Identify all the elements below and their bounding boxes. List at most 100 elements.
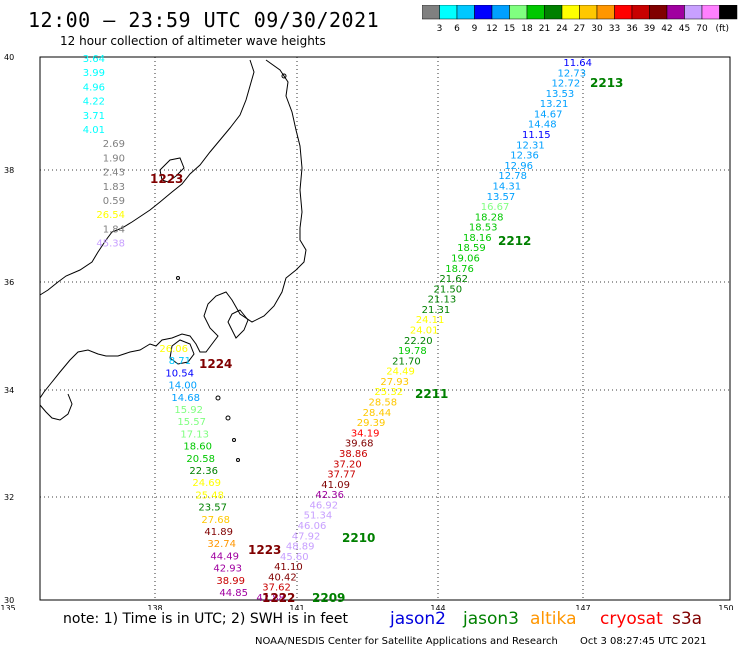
wave-height-value: 12.96 bbox=[504, 161, 533, 172]
map-subtitle: 12 hour collection of altimeter wave hei… bbox=[60, 34, 326, 48]
wave-height-value: 25.32 bbox=[374, 387, 403, 398]
wave-height-value: 42.93 bbox=[213, 564, 242, 575]
wave-height-value: 40.42 bbox=[268, 572, 297, 583]
island-marker bbox=[215, 395, 221, 401]
wave-height-value: 14.48 bbox=[528, 120, 557, 131]
island-marker bbox=[176, 276, 180, 280]
wave-height-value: 28.58 bbox=[369, 398, 398, 409]
wave-height-value: 45.60 bbox=[280, 552, 309, 563]
lat-label: 36 bbox=[4, 278, 14, 287]
coastline-bay bbox=[227, 309, 249, 339]
wave-height-value: 44.49 bbox=[210, 551, 239, 562]
wave-height-value: 13.53 bbox=[546, 89, 575, 100]
colorbar-label: 9 bbox=[472, 24, 478, 33]
wave-height-value: 19.78 bbox=[398, 346, 427, 357]
coastline-honshu bbox=[39, 59, 307, 399]
wave-height-value: 29.39 bbox=[357, 418, 386, 429]
wave-height-value: 38.86 bbox=[339, 449, 368, 460]
lon-label: 144 bbox=[430, 604, 445, 610]
wave-height-value: 46.92 bbox=[309, 500, 338, 511]
wave-height-value: 25.48 bbox=[195, 490, 224, 501]
colorbar-label: 70 bbox=[696, 24, 708, 33]
wave-height-value: 24.01 bbox=[410, 326, 439, 337]
wave-height-value: 41.89 bbox=[204, 527, 233, 538]
plot-frame bbox=[39, 56, 731, 601]
wave-height-value: 10.54 bbox=[165, 368, 194, 379]
wave-height-value: 2.43 bbox=[103, 168, 125, 179]
satellite-jason3: jason3 bbox=[463, 609, 519, 629]
wave-height-value: 3.71 bbox=[83, 111, 105, 122]
wave-height-value: 32.74 bbox=[207, 539, 236, 550]
wave-height-value: 18.16 bbox=[463, 233, 492, 244]
wave-height-value: 21.13 bbox=[428, 295, 457, 306]
color-scale-legend: 3 6 9 12 15 18 21 24 27 30 33 36 39 42 45 70 (ft) bbox=[422, 5, 738, 33]
wave-height-value: 1.83 bbox=[103, 182, 125, 193]
lat-label: 30 bbox=[4, 596, 14, 605]
timestamp: Oct 3 08:27:45 UTC 2021 bbox=[580, 636, 707, 647]
wave-height-value: 22.36 bbox=[189, 466, 218, 477]
island-marker bbox=[236, 458, 240, 462]
wave-height-value: 18.28 bbox=[475, 212, 504, 223]
island-marker bbox=[232, 438, 236, 442]
wave-height-value: 12.36 bbox=[510, 151, 539, 162]
wave-height-value: 19.06 bbox=[451, 253, 480, 264]
wave-height-value: 28.44 bbox=[363, 408, 392, 419]
wave-height-value: 24.49 bbox=[386, 367, 415, 378]
island-marker bbox=[225, 415, 231, 421]
wave-height-value: 15.92 bbox=[174, 405, 203, 416]
wave-height-values: 3.64 3.99 4.96 4.22 3.71 4.01 2.69 1.90 2.43 1.83… bbox=[83, 54, 592, 604]
satellite-s3a: s3a bbox=[672, 609, 703, 629]
wave-height-value: 1.90 bbox=[103, 153, 125, 164]
wave-height-value: 14.00 bbox=[168, 381, 197, 392]
colorbar-label: 15 bbox=[504, 24, 515, 33]
colorbar-label: 27 bbox=[574, 24, 585, 33]
footer-note: note: 1) Time is in UTC; 2) SWH is in fe… bbox=[63, 611, 349, 627]
wave-height-value: 37.77 bbox=[327, 470, 356, 481]
wave-height-value: 21.31 bbox=[422, 305, 451, 316]
wave-height-value: 8.71 bbox=[169, 356, 191, 367]
wave-height-value: 21.62 bbox=[439, 274, 468, 285]
colorbar-label: 45 bbox=[679, 24, 690, 33]
pass-label: 1223 bbox=[150, 172, 183, 186]
wave-height-value: 42.36 bbox=[315, 490, 344, 501]
wave-height-value: 1.84 bbox=[103, 224, 125, 235]
wave-height-value: 38.99 bbox=[216, 576, 245, 587]
wave-height-value: 14.31 bbox=[493, 181, 522, 192]
wave-height-value: 37.62 bbox=[262, 583, 291, 594]
pass-label: 2212 bbox=[498, 234, 531, 248]
wave-height-value: 16.67 bbox=[481, 202, 510, 213]
colorbar-label: 30 bbox=[591, 24, 603, 33]
wave-height-value: 14.68 bbox=[171, 393, 200, 404]
wave-height-value: 24.69 bbox=[192, 478, 221, 489]
colorbar-label: 3 bbox=[437, 24, 443, 33]
lon-label: 150 bbox=[718, 604, 733, 610]
wave-height-value: 12.78 bbox=[498, 171, 527, 182]
colorbar-label: 18 bbox=[521, 24, 533, 33]
pass-label: 1224 bbox=[199, 357, 232, 371]
map-title: 12:00 – 23:59 UTC 09/30/2021 bbox=[28, 8, 380, 32]
wave-height-value: 3.99 bbox=[83, 68, 105, 79]
wave-height-value: 12.73 bbox=[557, 68, 586, 79]
wave-height-value: 14.67 bbox=[534, 109, 563, 120]
wave-height-value: 18.59 bbox=[457, 243, 486, 254]
colorbar-label: 33 bbox=[609, 24, 620, 33]
wave-height-value: 37.20 bbox=[333, 459, 362, 470]
wave-height-value: 34.19 bbox=[351, 428, 380, 439]
wave-height-value: 18.53 bbox=[469, 223, 498, 234]
coastline-peninsula bbox=[169, 339, 195, 365]
satellite-jason2: jason2 bbox=[390, 609, 446, 629]
wave-height-value: 46.06 bbox=[298, 521, 327, 532]
wave-height-value: 4.22 bbox=[83, 97, 105, 108]
wave-height-value: 44.85 bbox=[219, 588, 248, 599]
colorbar-label: 6 bbox=[454, 24, 460, 33]
lon-label: 135 bbox=[0, 604, 15, 610]
colorbar-label: 42 bbox=[661, 24, 672, 33]
wave-height-value: 13.21 bbox=[540, 99, 569, 110]
wave-height-value: 20.58 bbox=[186, 454, 215, 465]
wave-height-value: 39.68 bbox=[345, 439, 374, 450]
wave-height-value: 51.34 bbox=[304, 511, 333, 522]
wave-height-value: 23.57 bbox=[198, 503, 227, 514]
satellite-altika: altika bbox=[530, 609, 577, 629]
